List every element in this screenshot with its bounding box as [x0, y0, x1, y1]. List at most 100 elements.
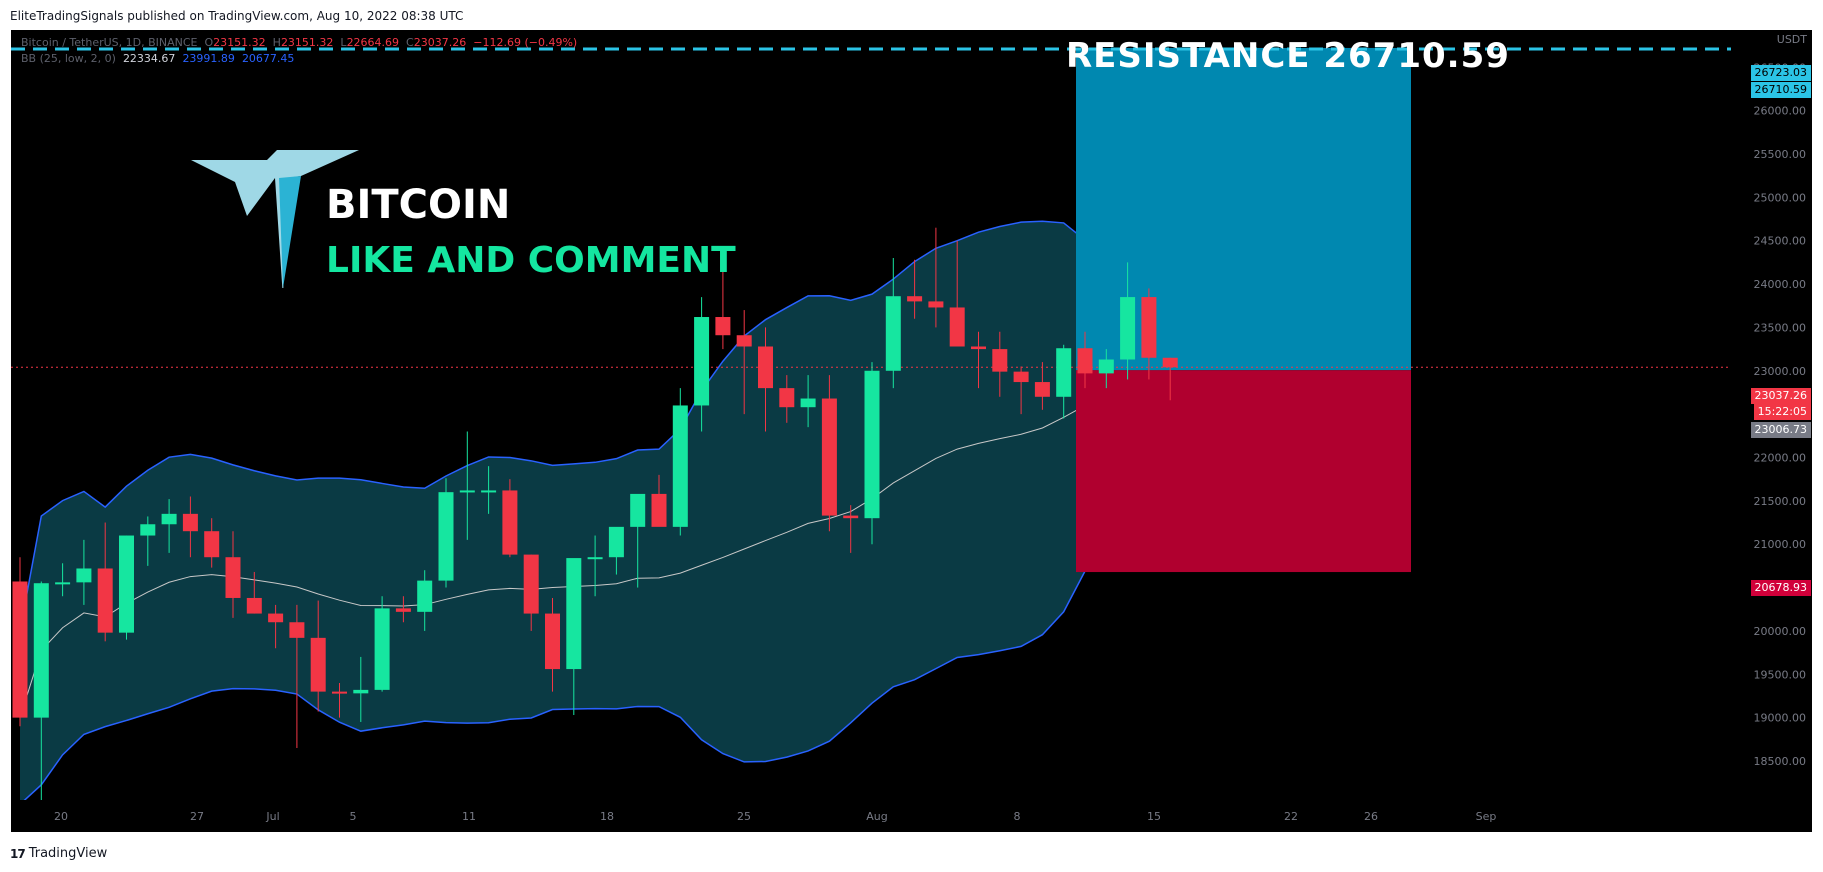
legend-close: 23037.26 [413, 36, 467, 49]
x-tick-label: Sep [1476, 810, 1497, 823]
candle-body [608, 526, 624, 558]
candle-body [630, 493, 646, 527]
x-tick-label: 8 [1014, 810, 1021, 823]
candle-body [758, 346, 773, 389]
candle-body [332, 691, 347, 694]
time-axis [11, 800, 1812, 832]
x-tick-label: 25 [737, 810, 751, 823]
y-tick-label: 19000.00 [1754, 712, 1807, 725]
candle-body [12, 581, 28, 718]
x-tick-label: 27 [190, 810, 204, 823]
price-tag-top: 26723.03 [1750, 65, 1811, 81]
y-tick-label: 18500.00 [1754, 755, 1807, 768]
candle-body [523, 554, 539, 614]
candle-body [1013, 371, 1029, 383]
y-tick-label: 19500.00 [1754, 668, 1807, 681]
candle-body [225, 557, 241, 598]
price-tag-last: 23037.26 [1750, 388, 1811, 404]
candle-body [438, 492, 454, 581]
chart-frame[interactable]: 18500.0019000.0019500.0020000.0020500.00… [11, 30, 1812, 832]
candle-body [566, 558, 582, 670]
price-tag-stop: 20678.93 [1750, 580, 1811, 596]
bb-label: BB (25, low, 2, 0) [21, 52, 116, 65]
y-tick-label: 25000.00 [1754, 191, 1807, 204]
candle-body [289, 622, 305, 638]
legend-change: −112.69 (−0.49%) [473, 36, 578, 49]
price-tag-countdown: 15:22:05 [1753, 404, 1811, 420]
candle-body [204, 531, 220, 558]
x-tick-label: Jul [265, 810, 279, 823]
footer-brand: TradingView [28, 846, 108, 861]
candle-body [736, 335, 752, 347]
candle-body [800, 398, 816, 408]
price-tag-entry: 23006.73 [1750, 422, 1811, 438]
resistance-label: RESISTANCE 26710.59 [1066, 36, 1510, 76]
brand-logo-icon [191, 150, 359, 288]
x-tick-label: 18 [600, 810, 614, 823]
candle-body [1034, 382, 1050, 397]
candle-body [1120, 297, 1136, 360]
candle-body [992, 349, 1008, 372]
candle-body [310, 637, 326, 692]
y-tick-label: 24500.00 [1754, 235, 1807, 248]
candle-body [587, 557, 603, 560]
x-tick-label: 5 [350, 810, 357, 823]
candle-body [353, 689, 369, 694]
y-tick-label: 20000.00 [1754, 625, 1807, 638]
candle-body [779, 388, 795, 408]
candle-body [715, 317, 731, 336]
candle-body [459, 490, 475, 493]
tradingview-logo-icon: 17 [10, 846, 26, 861]
x-tick-label: 20 [54, 810, 68, 823]
bb-basis-value: 22334.67 [122, 52, 176, 65]
candle-body [119, 535, 134, 633]
candle-body [1141, 297, 1157, 358]
footer: 17 TradingView [10, 846, 107, 861]
legend-open: 23151.32 [213, 36, 266, 49]
y-tick-label: 21000.00 [1754, 538, 1807, 551]
candle-body [55, 582, 71, 585]
candle-body [928, 301, 944, 308]
symbol-legend: Bitcoin / TetherUS, 1D, BINANCE O23151.3… [21, 36, 578, 49]
bb-band-fill [20, 221, 1171, 805]
candle-body [502, 490, 518, 555]
legend-low: 22664.69 [346, 36, 400, 49]
candle-body [395, 608, 411, 612]
candle-body [1077, 348, 1093, 374]
x-tick-label: 22 [1284, 810, 1298, 823]
candle-body [374, 608, 390, 690]
candle-body [672, 405, 688, 527]
legend-high: 23151.32 [280, 36, 334, 49]
bb-upper-value: 23991.89 [182, 52, 235, 65]
candle-body [417, 580, 433, 612]
bb-legend: BB (25, low, 2, 0) 22334.67 23991.89 206… [21, 52, 294, 65]
stop-zone [1076, 370, 1411, 573]
publisher-line: EliteTradingSignals published on Trading… [10, 9, 464, 23]
candle-body [182, 513, 198, 532]
candle-body [1098, 359, 1114, 374]
candle-body [864, 370, 880, 519]
candle-body [1162, 357, 1178, 368]
candle-body [907, 296, 923, 302]
y-tick-label: 21500.00 [1754, 495, 1807, 508]
candle-body [33, 583, 49, 718]
candle-body [949, 307, 965, 347]
bb-lower-value: 20677.45 [241, 52, 295, 65]
y-tick-label: 24000.00 [1754, 278, 1807, 291]
candle-body [268, 613, 284, 623]
x-tick-label: 11 [462, 810, 476, 823]
bb-upper-line [19, 220, 1171, 632]
y-tick-label: 26000.00 [1754, 105, 1807, 118]
y-tick-label: 23000.00 [1754, 365, 1807, 378]
y-tick-label: 23500.00 [1754, 321, 1807, 334]
bb-lower-line [19, 499, 1171, 805]
currency-label: USDT [1776, 33, 1807, 46]
candle-body [246, 597, 262, 614]
brand-subtitle: LIKE AND COMMENT [326, 240, 736, 281]
candle-body [140, 524, 156, 536]
candle-body [821, 398, 837, 516]
brand-title: BITCOIN [326, 182, 511, 228]
candle-body [885, 296, 901, 371]
candle-body [651, 493, 667, 527]
price-chart[interactable]: 18500.0019000.0019500.0020000.0020500.00… [11, 30, 1812, 832]
